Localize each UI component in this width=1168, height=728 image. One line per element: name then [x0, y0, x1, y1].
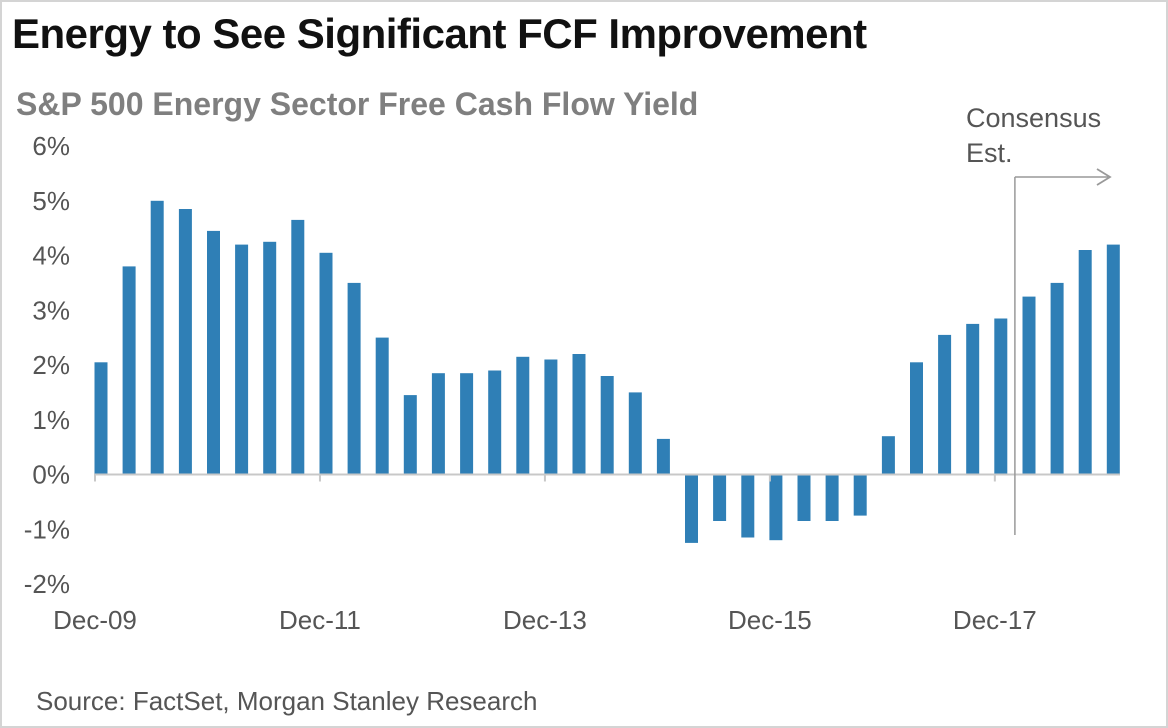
bar: [263, 241, 277, 475]
bar: [488, 370, 502, 475]
source-note: Source: FactSet, Morgan Stanley Research: [36, 686, 538, 716]
bar: [431, 373, 445, 475]
x-tick-label: Dec-15: [728, 605, 812, 635]
bar: [319, 252, 333, 475]
bar: [347, 282, 361, 475]
y-tick-label: 5%: [32, 186, 70, 216]
x-tick-label: Dec-09: [53, 605, 137, 635]
bar: [938, 334, 952, 475]
bar: [375, 337, 389, 475]
y-tick-label: -2%: [24, 569, 70, 599]
bar: [207, 230, 220, 475]
bar: [685, 474, 698, 543]
x-tick-label: Dec-11: [279, 605, 361, 635]
bar: [460, 373, 474, 475]
bar: [853, 474, 867, 516]
y-tick-label: 4%: [32, 241, 70, 271]
bar: [122, 266, 136, 475]
y-tick-label: 0%: [32, 460, 70, 490]
bar: [1106, 244, 1120, 475]
x-axis-ticks: Dec-09 Dec-11 Dec-13 Dec-15 Dec-17: [53, 474, 1037, 635]
bar: [966, 323, 980, 475]
bar: [656, 438, 670, 475]
y-tick-label: 6%: [32, 131, 70, 161]
bar: [544, 359, 558, 475]
y-tick-label: 3%: [32, 295, 70, 325]
bar: [769, 474, 783, 541]
annotation-label-line1: Consensus: [966, 103, 1101, 133]
bar: [94, 362, 108, 475]
bar: [1050, 282, 1064, 475]
y-tick-label: 1%: [32, 405, 70, 435]
bar-series: [94, 200, 1120, 543]
bar: [713, 474, 727, 521]
bar: [291, 219, 305, 475]
bar: [797, 474, 811, 521]
bar: [600, 376, 614, 475]
bar: [1022, 296, 1036, 475]
bar: [403, 395, 417, 475]
consensus-annotation: Consensus Est.: [966, 103, 1112, 535]
x-tick-label: Dec-13: [503, 605, 587, 635]
bar: [994, 318, 1008, 475]
bar: [516, 356, 530, 475]
bar: [628, 392, 642, 475]
chart-title: Energy to See Significant FCF Improvemen…: [12, 10, 867, 57]
y-tick-label: -1%: [24, 514, 70, 544]
bar: [178, 209, 192, 475]
bar: [741, 474, 755, 538]
bar: [572, 354, 586, 475]
bar: [825, 474, 839, 521]
bar: [910, 362, 923, 475]
y-tick-label: 2%: [32, 350, 70, 380]
y-axis-ticks: 6% 5% 4% 3% 2% 1% 0% -1% -2%: [24, 131, 70, 599]
bar: [1078, 250, 1092, 475]
arrow-head-icon: [1096, 168, 1112, 186]
x-tick-label: Dec-17: [953, 605, 1037, 635]
bar: [881, 436, 895, 475]
bar: [235, 244, 249, 475]
bar: [150, 200, 164, 475]
annotation-label-line2: Est.: [966, 138, 1013, 168]
chart-subtitle: S&P 500 Energy Sector Free Cash Flow Yie…: [16, 86, 699, 122]
